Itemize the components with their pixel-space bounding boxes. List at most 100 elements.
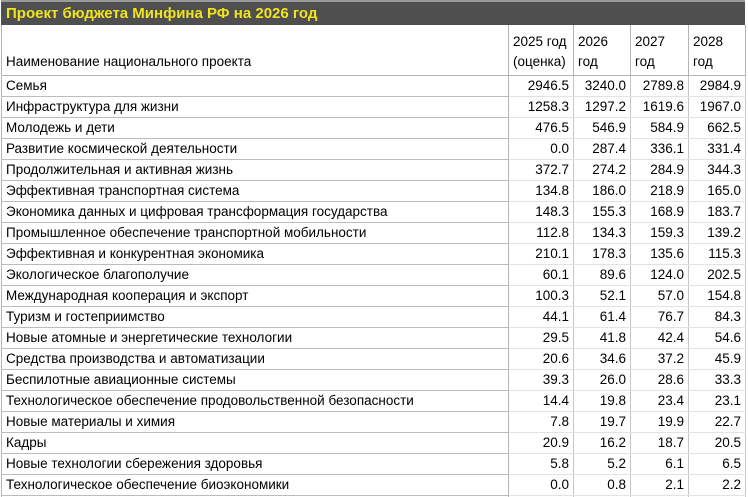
budget-table: Наименование национального проекта 2025 … [1,25,746,497]
value-cell-2026: 274.2 [573,159,631,181]
project-name-cell: Новые материалы и химия [1,411,509,433]
value-cell-2025: 100.3 [508,285,574,307]
col-header-2027: 2027 год [630,25,689,76]
table-row: Технологическое обеспечение биоэкономики… [1,474,746,496]
value-cell [508,495,574,497]
table-row: Беспилотные авиационные системы 39.3 26.0 2… [1,369,746,391]
value-cell-2027: 1619.6 [630,96,689,118]
project-name-cell: Молодежь и дети [1,117,509,139]
value-cell-2025: 14.4 [508,390,574,412]
project-name-cell: Инфраструктура для жизни [1,96,509,118]
table-row: Экологическое благополучие 60.1 89.6 124.0 2… [1,264,746,286]
project-name-cell: Технологическое обеспечение продовольств… [1,390,509,412]
header-row: Наименование национального проекта 2025 … [1,25,746,76]
table-row: Молодежь и дети 476.5 546.9 584.9 662.5 [1,117,746,139]
value-cell-2027: 19.9 [630,411,689,433]
value-cell-2025: 20.9 [508,432,574,454]
value-cell-2026: 178.3 [573,243,631,265]
partial-clipped-row [1,495,746,497]
budget-table-body: Семья 2946.5 3240.0 2789.8 2984.9 Инфраструкт… [1,75,746,497]
value-cell-2025: 210.1 [508,243,574,265]
value-cell-2028: 202.5 [688,264,746,286]
value-cell-2026: 186.0 [573,180,631,202]
value-cell-2027: 57.0 [630,285,689,307]
value-cell-2026: 16.2 [573,432,631,454]
table-row: Эффективная транспортная система 134.8 186… [1,180,746,202]
value-cell-2028: 331.4 [688,138,746,160]
project-name-cell: Эффективная и конкурентная экономика [1,243,509,265]
value-cell-2027: 37.2 [630,348,689,370]
table-row: Международная кооперация и экспорт 100.3 5… [1,285,746,307]
value-cell-2027: 284.9 [630,159,689,181]
value-cell-2025: 44.1 [508,306,574,328]
value-cell-2027: 168.9 [630,201,689,223]
value-cell-2026: 1297.2 [573,96,631,118]
value-cell-2027: 159.3 [630,222,689,244]
project-name-cell: Беспилотные авиационные системы [1,369,509,391]
value-cell-2026: 19.7 [573,411,631,433]
value-cell-2025: 39.3 [508,369,574,391]
value-cell-2025: 7.8 [508,411,574,433]
table-row: Кадры 20.9 16.2 18.7 20.5 [1,432,746,454]
table-row: Инфраструктура для жизни 1258.3 1297.2 1619… [1,96,746,118]
value-cell-2025: 372.7 [508,159,574,181]
project-name-cell: Экономика данных и цифровая трансформаци… [1,201,509,223]
value-cell-2026: 546.9 [573,117,631,139]
value-cell-2026: 41.8 [573,327,631,349]
project-name-cell: Промышленное обеспечение транспортной мо… [1,222,509,244]
table-row: Средства производства и автоматизации 20.… [1,348,746,370]
table-row: Эффективная и конкурентная экономика 210.… [1,243,746,265]
value-cell-2028: 84.3 [688,306,746,328]
value-cell-2025: 20.6 [508,348,574,370]
value-cell-2028: 183.7 [688,201,746,223]
table-row: Продолжительная и активная жизнь 372.7 274… [1,159,746,181]
value-cell [630,495,689,497]
value-cell-2025: 2946.5 [508,75,574,97]
value-cell-2028: 1967.0 [688,96,746,118]
value-cell-2025: 29.5 [508,327,574,349]
value-cell-2028: 139.2 [688,222,746,244]
project-name-cell: Эффективная транспортная система [1,180,509,202]
value-cell-2028: 662.5 [688,117,746,139]
project-name-cell: Средства производства и автоматизации [1,348,509,370]
value-cell [573,495,631,497]
project-name-cell: Туризм и гостеприимство [1,306,509,328]
value-cell-2027: 2.1 [630,474,689,496]
table-title: Проект бюджета Минфина РФ на 2026 год [6,5,318,22]
value-cell-2028: 22.7 [688,411,746,433]
value-cell-2027: 584.9 [630,117,689,139]
project-name-cell: Семья [1,75,509,97]
project-name-cell: Технологическое обеспечение биоэкономики [1,474,509,496]
value-cell-2028: 2984.9 [688,75,746,97]
project-name-cell: Развитие космической деятельности [1,138,509,160]
value-cell-2028: 2.2 [688,474,746,496]
table-row: Новые атомные и энергетические технологи… [1,327,746,349]
value-cell-2027: 23.4 [630,390,689,412]
value-cell-2025: 0.0 [508,138,574,160]
value-cell-2025: 60.1 [508,264,574,286]
table-row: Технологическое обеспечение продовольств… [1,390,746,412]
project-name-cell: Продолжительная и активная жизнь [1,159,509,181]
value-cell-2027: 6.1 [630,453,689,475]
table-row: Новые технологии сбережения здоровья 5.8 5… [1,453,746,475]
project-name-cell: Новые технологии сбережения здоровья [1,453,509,475]
value-cell-2027: 2789.8 [630,75,689,97]
project-name-cell: Экологическое благополучие [1,264,509,286]
col-header-project-name: Наименование национального проекта [1,25,509,76]
col-header-2025-estimate: 2025 год (оценка) [508,25,574,76]
value-cell-2027: 218.9 [630,180,689,202]
project-name-cell [1,495,509,497]
value-cell-2026: 34.6 [573,348,631,370]
value-cell-2027: 42.4 [630,327,689,349]
value-cell-2026: 134.3 [573,222,631,244]
value-cell-2026: 5.2 [573,453,631,475]
table-row: Семья 2946.5 3240.0 2789.8 2984.9 [1,75,746,97]
value-cell-2028: 33.3 [688,369,746,391]
value-cell-2027: 135.6 [630,243,689,265]
value-cell-2026: 52.1 [573,285,631,307]
value-cell-2027: 28.6 [630,369,689,391]
value-cell-2028: 344.3 [688,159,746,181]
value-cell-2028: 23.1 [688,390,746,412]
project-name-cell: Международная кооперация и экспорт [1,285,509,307]
